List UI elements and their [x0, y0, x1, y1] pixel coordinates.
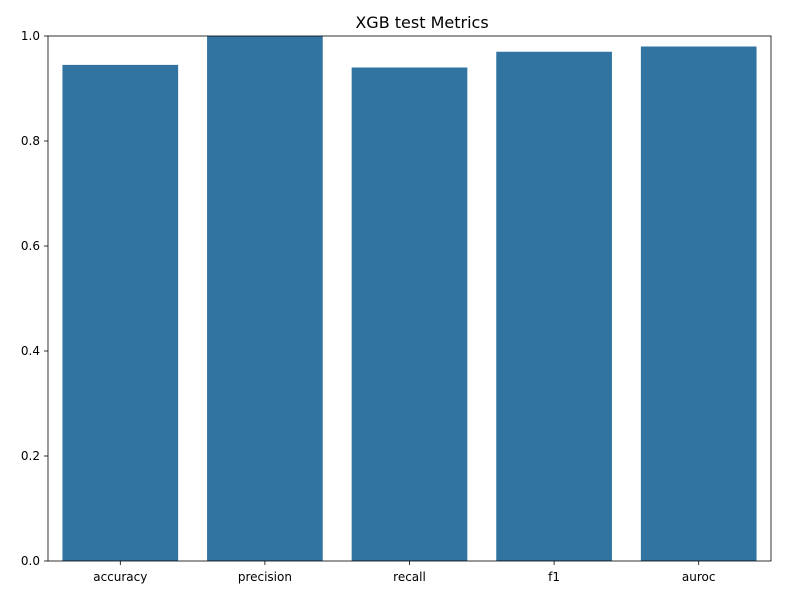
- y-tick-label: 0.4: [21, 344, 40, 358]
- y-tick-label: 0.2: [21, 449, 40, 463]
- bar-auroc: [640, 46, 757, 561]
- bars-layer: [62, 36, 757, 562]
- y-tick-label: 0.6: [21, 239, 40, 253]
- x-tick-label: accuracy: [93, 570, 147, 584]
- x-tick-label: precision: [238, 570, 292, 584]
- y-tick-label: 1.0: [21, 29, 40, 43]
- x-tick-label: recall: [393, 570, 426, 584]
- bar-accuracy: [62, 64, 179, 562]
- y-ticks-layer: 0.0 0.2 0.4 0.6 0.8 1.0: [21, 29, 48, 568]
- chart-title: XGB test Metrics: [355, 13, 488, 32]
- x-ticks-layer: accuracy precision recall f1 auroc: [93, 561, 715, 584]
- x-tick-label: f1: [548, 570, 560, 584]
- bar-f1: [496, 51, 612, 561]
- y-tick-label: 0.8: [21, 134, 40, 148]
- bar-precision: [207, 36, 323, 561]
- y-tick-label: 0.0: [21, 554, 40, 568]
- bar-recall: [351, 67, 468, 561]
- x-tick-label: auroc: [682, 570, 716, 584]
